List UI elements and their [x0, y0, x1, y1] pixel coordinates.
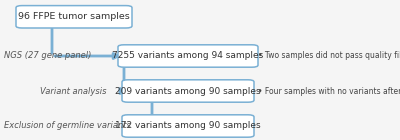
Text: 209 variants among 90 samples: 209 variants among 90 samples: [115, 87, 261, 95]
Text: Variant analysis: Variant analysis: [40, 87, 106, 95]
Text: 7255 variants among 94 samples: 7255 variants among 94 samples: [112, 52, 264, 60]
FancyBboxPatch shape: [118, 45, 258, 67]
Text: Exclusion of germline variants: Exclusion of germline variants: [4, 122, 131, 130]
Text: NGS (27 gene panel): NGS (27 gene panel): [4, 52, 91, 60]
FancyBboxPatch shape: [122, 115, 254, 137]
Text: 96 FFPE tumor samples: 96 FFPE tumor samples: [18, 12, 130, 21]
Text: • Four samples with no variants after variant analysis: • Four samples with no variants after va…: [258, 87, 400, 95]
Text: • Two samples did not pass quality filters: • Two samples did not pass quality filte…: [258, 52, 400, 60]
FancyBboxPatch shape: [122, 80, 254, 102]
Text: 172 variants among 90 samples: 172 variants among 90 samples: [115, 122, 261, 130]
FancyBboxPatch shape: [16, 6, 132, 28]
